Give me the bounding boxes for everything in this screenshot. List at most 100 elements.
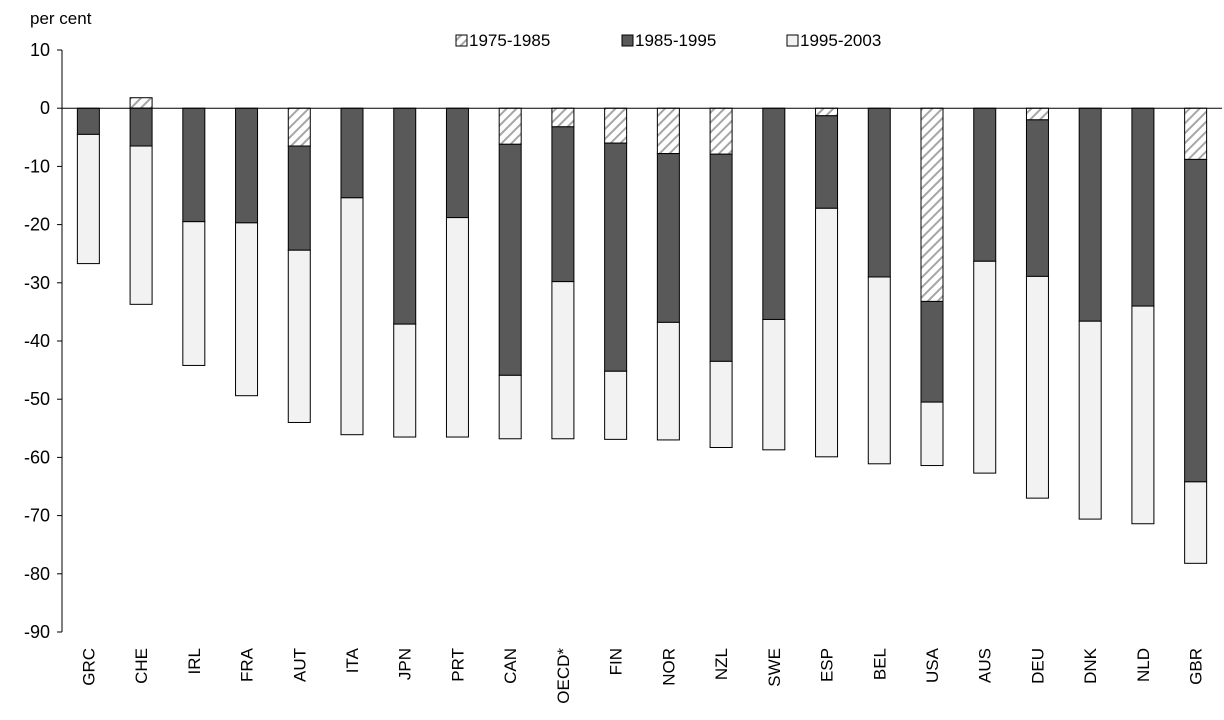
bar-nor-series-1 — [656, 107, 680, 155]
y-tick-label: -80 — [24, 564, 50, 584]
legend-swatch-3 — [786, 34, 799, 47]
bar-che-series-1 — [129, 97, 153, 109]
x-axis-labels: GRC CHE IRL FRA AUT ITA JPN PRT CAN OECD* FIN NOR NZ… — [79, 647, 1205, 703]
y-tick-label: 0 — [40, 98, 50, 118]
bar-bel-series-2 — [867, 107, 891, 278]
bar-fin-series-2 — [604, 142, 628, 372]
bar-esp-series-3 — [815, 207, 839, 458]
bar-nzl-series-3 — [709, 360, 733, 449]
y-tick-label: -40 — [24, 331, 50, 351]
bar-can-series-1 — [498, 107, 522, 145]
bar-che-series-2 — [129, 107, 153, 147]
bar-dnk-series-2 — [1078, 107, 1102, 322]
y-tick-label: -30 — [24, 273, 50, 293]
x-tick-label: NOR — [659, 648, 678, 686]
y-axis: 10 0 -10 -20 -30 -40 -50 -60 -70 -80 -90 — [24, 40, 63, 642]
bar-can-series-2 — [498, 143, 522, 376]
bar-nld-series-3 — [1131, 305, 1155, 525]
bar-gbr-series-3 — [1184, 481, 1208, 564]
bar-fra-series-2 — [235, 107, 259, 224]
bar-deu-series-2 — [1025, 119, 1049, 277]
x-tick-label: GBR — [1187, 648, 1206, 685]
bar-grc-series-3 — [76, 133, 100, 265]
bar-deu-series-1 — [1025, 107, 1049, 121]
bar-gbr-series-2 — [1184, 158, 1208, 483]
x-tick-label: NZL — [712, 648, 731, 680]
bar-fin-series-1 — [604, 107, 628, 144]
x-tick-label: PRT — [448, 648, 467, 682]
y-tick-label: -70 — [24, 506, 50, 526]
bar-irl-series-2 — [182, 107, 206, 223]
x-tick-label: FIN — [607, 648, 626, 675]
x-tick-label: ITA — [343, 647, 362, 673]
legend-label-2: 1985-1995 — [635, 31, 716, 50]
bar-aut-series-3 — [287, 249, 311, 423]
bar-prt-series-3 — [445, 217, 469, 438]
x-tick-label: SWE — [765, 648, 784, 687]
bar-dnk-series-3 — [1078, 320, 1102, 520]
bar-oecd-series-3 — [551, 281, 575, 440]
bar-aut-series-1 — [287, 107, 311, 147]
y-tick-label: -10 — [24, 156, 50, 176]
bar-prt-series-2 — [445, 107, 469, 219]
bar-gbr-series-1 — [1184, 107, 1208, 160]
bar-can-series-3 — [498, 374, 522, 440]
bar-usa-series-1 — [920, 107, 944, 302]
y-tick-label: 10 — [30, 40, 50, 60]
bars-group — [62, 97, 1222, 564]
bar-oecd-series-2 — [551, 126, 575, 283]
y-tick-label: -90 — [24, 622, 50, 642]
y-tick-label: -20 — [24, 215, 50, 235]
x-tick-label: AUT — [290, 648, 309, 682]
x-tick-label: USA — [923, 647, 942, 683]
bar-jpn-series-3 — [393, 323, 417, 438]
x-tick-label: BEL — [870, 648, 889, 680]
legend-swatch-1 — [455, 34, 468, 47]
legend-swatch-2 — [621, 34, 634, 47]
bar-aus-series-2 — [973, 107, 997, 262]
bar-usa-series-3 — [920, 401, 944, 467]
bar-nzl-series-1 — [709, 107, 733, 155]
x-tick-label: GRC — [79, 648, 98, 686]
legend: 1975-1985 1985-1995 1995-2003 — [455, 31, 881, 50]
x-tick-label: AUS — [976, 648, 995, 683]
bar-bel-series-3 — [867, 276, 891, 465]
bar-deu-series-3 — [1025, 275, 1049, 499]
legend-label-3: 1995-2003 — [800, 31, 881, 50]
bar-oecd-series-1 — [551, 107, 575, 128]
x-tick-label: CAN — [501, 648, 520, 684]
bar-aus-series-3 — [973, 260, 997, 474]
bar-esp-series-2 — [815, 115, 839, 209]
bar-fra-series-3 — [235, 222, 259, 397]
bar-che-series-3 — [129, 145, 153, 305]
x-tick-label: JPN — [396, 648, 415, 680]
bar-usa-series-2 — [920, 300, 944, 403]
bar-grc-series-2 — [76, 107, 100, 135]
x-tick-label: OECD* — [554, 648, 573, 704]
x-tick-label: DNK — [1081, 647, 1100, 684]
bar-nor-series-2 — [656, 153, 680, 323]
x-tick-label: ESP — [818, 648, 837, 682]
bar-jpn-series-2 — [393, 107, 417, 325]
x-tick-label: NLD — [1134, 648, 1153, 682]
bar-swe-series-2 — [762, 107, 786, 320]
bar-irl-series-3 — [182, 221, 206, 366]
legend-label-1: 1975-1985 — [469, 31, 550, 50]
bar-nld-series-2 — [1131, 107, 1155, 307]
x-tick-label: DEU — [1028, 648, 1047, 684]
y-tick-label: -60 — [24, 447, 50, 467]
x-tick-label: FRA — [238, 647, 257, 682]
bar-esp-series-1 — [815, 107, 839, 117]
bar-ita-series-3 — [340, 197, 364, 436]
y-axis-unit-label: per cent — [30, 9, 92, 28]
x-tick-label: CHE — [132, 648, 151, 684]
bar-ita-series-2 — [340, 107, 364, 199]
bar-nzl-series-2 — [709, 153, 733, 362]
y-tick-label: -50 — [24, 389, 50, 409]
bar-fin-series-3 — [604, 370, 628, 440]
bar-swe-series-3 — [762, 318, 786, 451]
bar-aut-series-2 — [287, 145, 311, 251]
bar-nor-series-3 — [656, 321, 680, 441]
